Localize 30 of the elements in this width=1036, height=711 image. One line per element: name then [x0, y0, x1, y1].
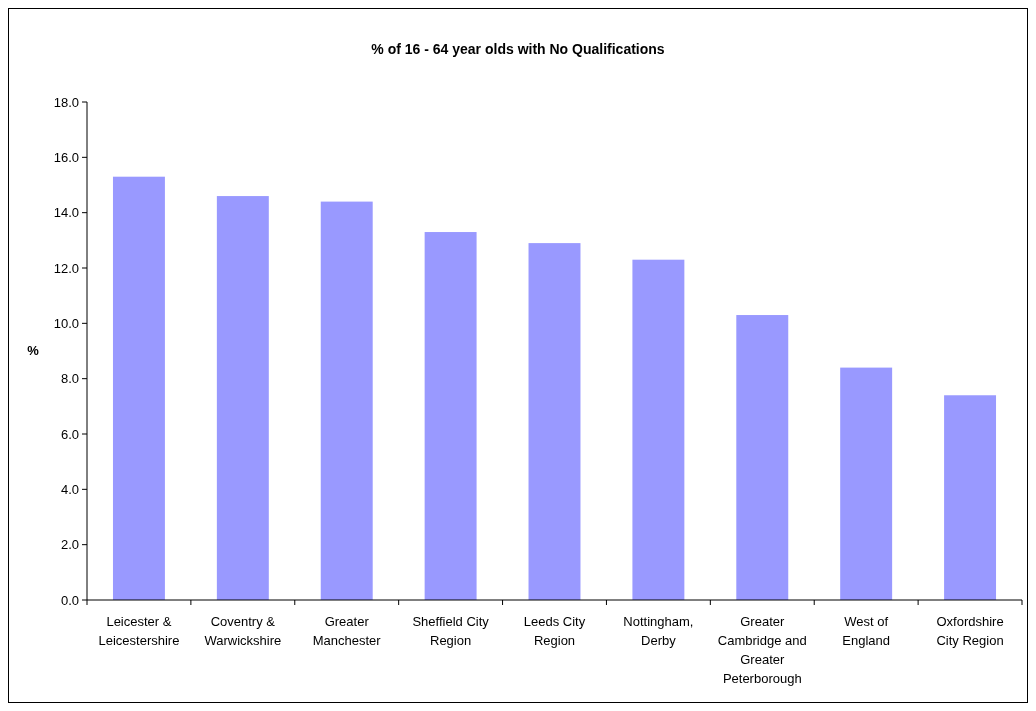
y-tick-label: 0.0 — [60, 592, 79, 608]
x-tick-label: Leicester & Leicestershire — [98, 614, 180, 648]
chart-title: % of 16 - 64 year olds with No Qualifications — [371, 41, 665, 57]
y-tick-label: 4.0 — [60, 481, 79, 497]
y-tick-label: 6.0 — [60, 426, 79, 442]
x-tick-label: Coventry & Warwickshire — [204, 614, 282, 648]
y-tick-label: 14.0 — [53, 205, 79, 221]
y-tick-label: 12.0 — [53, 260, 79, 276]
x-tick-label: Oxfordshire City Region — [936, 614, 1004, 648]
bar — [424, 232, 477, 600]
bar — [112, 176, 165, 600]
bar — [736, 315, 789, 600]
y-tick-label: 8.0 — [60, 371, 79, 387]
bar — [944, 395, 997, 600]
bar — [840, 367, 893, 600]
bar — [528, 243, 581, 600]
x-tick-label: Nottingham, Derby — [623, 614, 694, 648]
x-tick-label: Leeds City Region — [523, 614, 586, 648]
bar — [216, 196, 269, 600]
bar — [632, 259, 685, 600]
x-tick-label: West of England — [842, 614, 891, 648]
x-tick-label: Greater Manchester — [312, 614, 382, 648]
bar — [320, 201, 373, 600]
y-tick-label: 16.0 — [53, 149, 79, 165]
y-tick-label: 10.0 — [53, 315, 79, 331]
x-tick-label: Greater Cambridge and Greater Peterborough — [717, 614, 807, 686]
y-tick-label: 18.0 — [53, 94, 79, 110]
x-tick-label: Sheffield City Region — [412, 614, 490, 648]
y-tick-label: 2.0 — [60, 537, 79, 553]
y-axis-title: % — [27, 343, 40, 358]
